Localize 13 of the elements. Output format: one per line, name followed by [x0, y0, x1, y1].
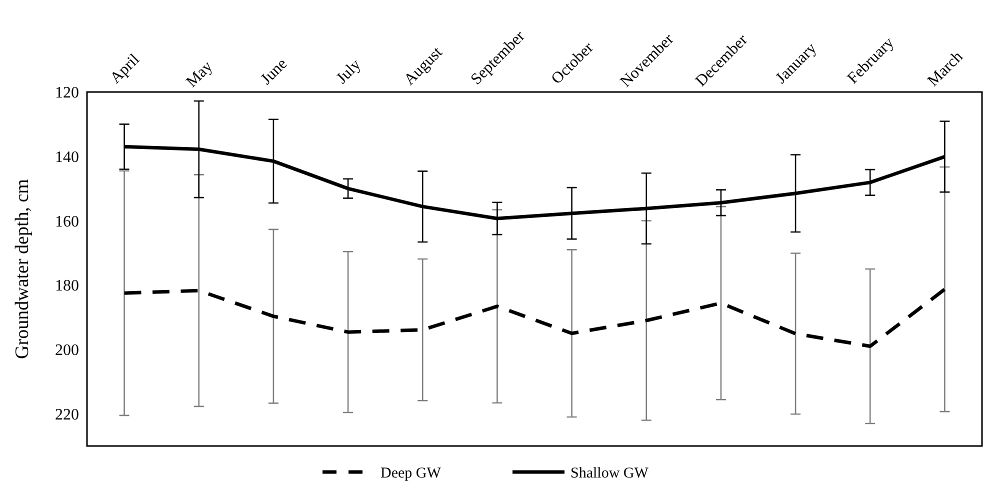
y-axis-title: Groundwater depth, cm — [12, 178, 33, 359]
x-tick-label: May — [183, 58, 216, 91]
y-tick-label: 220 — [55, 406, 79, 424]
legend-label: Deep GW — [380, 465, 442, 482]
x-tick-label: June — [258, 55, 291, 88]
y-tick-label: 180 — [55, 278, 79, 295]
y-tick-label: 120 — [55, 84, 79, 102]
line-series — [122, 288, 946, 348]
y-tick-label: 140 — [55, 148, 79, 166]
y-tick-label: 160 — [55, 213, 79, 230]
y-tick-label: 200 — [55, 342, 79, 360]
x-tick-label: July — [333, 56, 364, 88]
legend-label: Shallow GW — [570, 465, 650, 482]
